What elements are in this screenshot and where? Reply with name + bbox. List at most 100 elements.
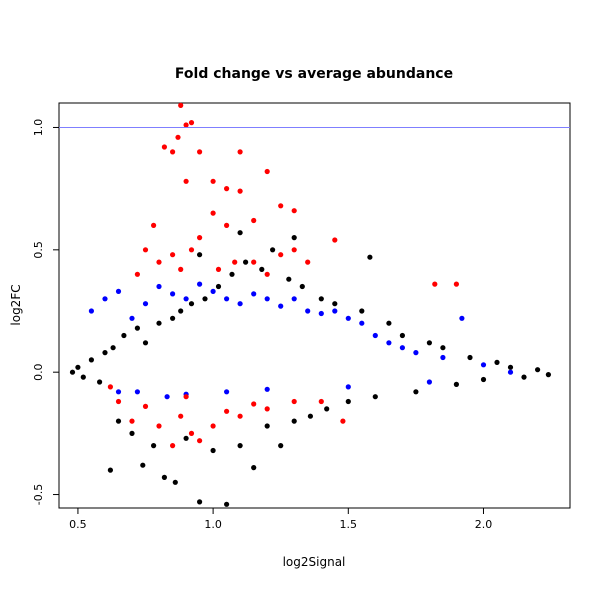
- data-point: [251, 465, 257, 471]
- data-point: [170, 291, 176, 297]
- data-point: [345, 384, 351, 390]
- data-point: [237, 149, 243, 155]
- data-point: [270, 247, 276, 253]
- data-point: [121, 332, 127, 339]
- data-point: [183, 178, 189, 184]
- data-point: [97, 379, 103, 385]
- data-point: [69, 369, 76, 375]
- y-tick-label: 0.5: [32, 241, 45, 259]
- y-tick-label: 0.0: [32, 363, 45, 381]
- data-point: [202, 296, 208, 302]
- data-point: [197, 252, 203, 258]
- data-point: [140, 462, 146, 468]
- data-point: [229, 271, 235, 277]
- data-point: [305, 259, 311, 265]
- data-point: [134, 325, 140, 331]
- data-point: [210, 178, 216, 184]
- data-point: [183, 296, 189, 302]
- data-point: [115, 398, 122, 405]
- data-point: [115, 288, 122, 294]
- data-point: [480, 362, 487, 368]
- x-tick-label: 0.5: [69, 518, 87, 531]
- data-point: [243, 259, 249, 265]
- data-point: [251, 259, 257, 265]
- data-point: [286, 276, 292, 282]
- data-point: [324, 406, 330, 412]
- data-point: [224, 186, 230, 192]
- data-point: [210, 288, 216, 294]
- data-point: [178, 266, 184, 272]
- data-point: [170, 149, 176, 155]
- data-point: [215, 266, 222, 272]
- data-point: [278, 252, 284, 258]
- data-point: [172, 479, 178, 485]
- data-point: [332, 301, 338, 307]
- data-point: [367, 254, 373, 260]
- plot-frame: [58, 102, 571, 509]
- data-point: [399, 332, 405, 339]
- data-point: [142, 301, 149, 307]
- data-point: [237, 188, 243, 194]
- data-point: [107, 384, 113, 390]
- data-point: [129, 315, 135, 321]
- data-point: [359, 308, 365, 314]
- data-point: [237, 301, 243, 307]
- data-point: [251, 217, 257, 224]
- data-point: [521, 374, 527, 380]
- data-point: [291, 235, 297, 241]
- data-point: [413, 389, 419, 395]
- x-axis: 0.5 1.0 1.5 2.0: [69, 508, 492, 531]
- data-point: [278, 303, 284, 309]
- data-point: [345, 315, 351, 321]
- data-point: [318, 398, 324, 405]
- data-point: [251, 401, 257, 407]
- data-point: [237, 413, 243, 419]
- data-point: [224, 408, 230, 414]
- data-point: [156, 283, 162, 290]
- y-tick-label: -0.5: [32, 484, 45, 505]
- data-point: [224, 296, 230, 302]
- data-point: [426, 379, 432, 385]
- data-point: [278, 443, 284, 449]
- data-point: [156, 423, 162, 429]
- data-point: [291, 418, 297, 424]
- x-tick-label: 1.5: [340, 518, 358, 531]
- data-point: [453, 381, 459, 387]
- data-point: [318, 296, 324, 302]
- data-point: [264, 168, 270, 175]
- data-point: [110, 345, 116, 351]
- data-point: [237, 230, 243, 236]
- data-point: [318, 310, 324, 317]
- data-point: [259, 266, 265, 272]
- data-point: [88, 308, 94, 314]
- data-point: [545, 372, 552, 378]
- data-point: [197, 438, 203, 444]
- data-point: [232, 259, 238, 265]
- y-axis: -0.5 0.0 0.5 1.0: [32, 119, 59, 505]
- data-point: [332, 308, 338, 314]
- data-point: [156, 259, 162, 265]
- data-point: [75, 364, 81, 370]
- data-point: [80, 374, 86, 380]
- data-point: [161, 144, 167, 150]
- data-point: [453, 281, 459, 287]
- data-point: [188, 301, 195, 307]
- data-point: [291, 247, 297, 253]
- data-point: [129, 430, 135, 436]
- data-point: [251, 291, 257, 297]
- data-point: [151, 222, 157, 228]
- chart-title: Fold change vs average abundance: [175, 66, 453, 82]
- data-point: [307, 413, 313, 419]
- data-point: [480, 376, 487, 383]
- data-point: [291, 208, 297, 214]
- data-point: [440, 354, 446, 361]
- data-point: [88, 357, 94, 363]
- data-point: [345, 398, 351, 405]
- data-point: [115, 389, 122, 395]
- data-point: [372, 332, 378, 339]
- y-axis-label: log2FC: [9, 284, 23, 325]
- data-point: [224, 501, 230, 507]
- data-point: [264, 423, 270, 429]
- data-point: [161, 474, 167, 480]
- data-point: [440, 345, 446, 351]
